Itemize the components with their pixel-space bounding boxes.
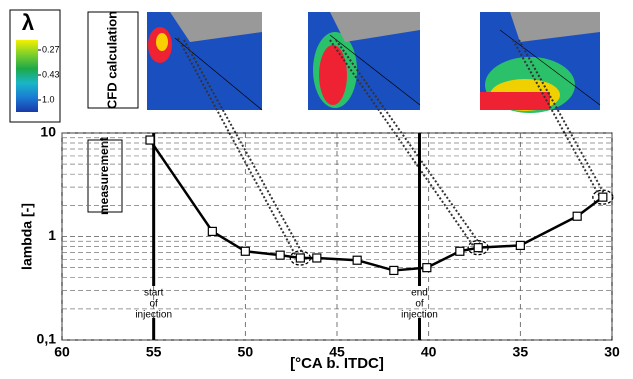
annotation: start	[144, 288, 164, 299]
colorbar-tick-label: 0.27	[42, 44, 60, 54]
x-tick-label: 55	[146, 344, 162, 360]
annotation: of	[415, 299, 424, 310]
data-point	[456, 247, 464, 255]
x-tick-label: 60	[54, 344, 70, 360]
y-axis-label: lambda [-]	[19, 203, 35, 270]
data-point	[313, 254, 321, 262]
data-point	[516, 241, 524, 249]
chart: λ CFD calculation measurement 0.270.431.…	[0, 0, 633, 374]
image-label: CFD calculation	[104, 11, 119, 109]
data-point	[208, 227, 216, 235]
data-point	[573, 212, 581, 220]
cfd-image	[147, 12, 262, 110]
data-point	[390, 266, 398, 274]
x-tick-label: 35	[513, 344, 529, 360]
y-tick-label: 10	[40, 124, 56, 140]
colorbar-tick-label: 0.43	[42, 69, 60, 79]
annotation: end	[411, 288, 428, 299]
data-point	[474, 244, 482, 252]
data-point	[146, 136, 154, 144]
y-tick-label: 1	[48, 227, 56, 243]
data-point	[423, 264, 431, 272]
colorbar-tick-label: 1.0	[42, 94, 55, 104]
data-point	[276, 251, 284, 259]
colorbar	[16, 40, 38, 112]
colorbar-title: λ	[22, 10, 34, 35]
data-point	[241, 247, 249, 255]
data-point	[599, 193, 607, 201]
cfd-image	[480, 12, 600, 113]
x-tick-label: 30	[604, 344, 620, 360]
annotation: injection	[401, 310, 438, 321]
x-tick-label: 50	[238, 344, 254, 360]
x-tick-label: 40	[421, 344, 437, 360]
data-point	[353, 256, 361, 264]
cfd-image	[308, 12, 420, 110]
annotation: injection	[135, 310, 172, 321]
x-axis-label: [°CA b. ITDC]	[290, 355, 384, 372]
data-point	[296, 254, 304, 262]
annotation: of	[149, 299, 158, 310]
